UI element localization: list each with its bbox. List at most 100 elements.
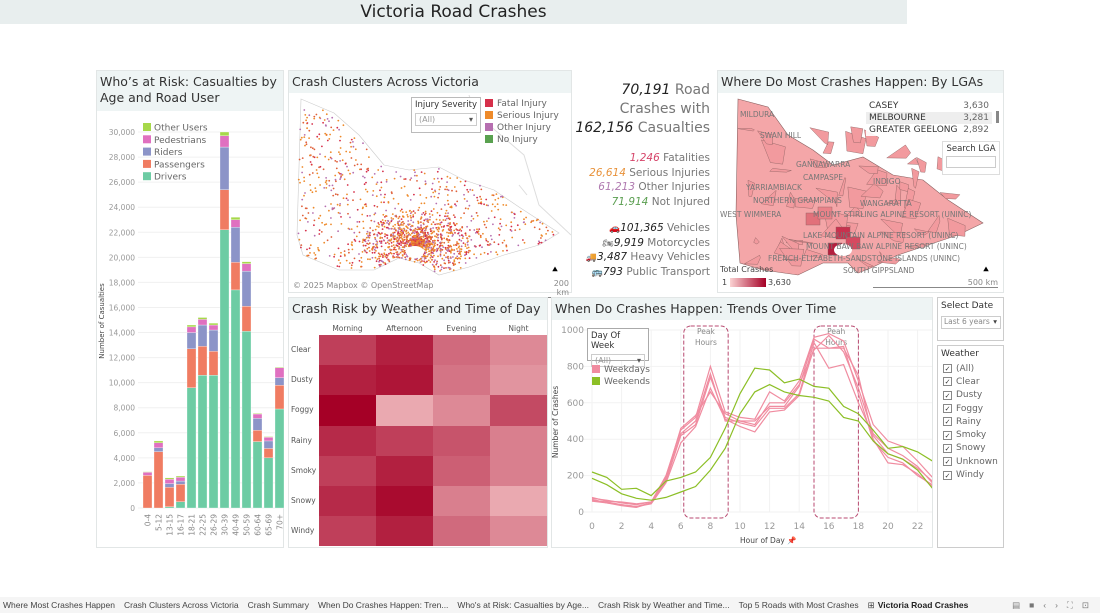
heatmap-cell[interactable] — [319, 486, 376, 517]
crash-point — [383, 201, 385, 204]
checkbox-checked-icon[interactable]: ✓ — [943, 404, 952, 414]
search-lga-input[interactable] — [946, 156, 996, 168]
crash-point — [315, 257, 317, 260]
weather-option[interactable]: ✓ (All) — [943, 362, 1003, 375]
exit-icon[interactable]: ⊡ — [1081, 599, 1089, 610]
crash-point — [465, 251, 468, 253]
crash-point — [342, 197, 345, 200]
heatmap-cell[interactable] — [433, 365, 490, 396]
checkbox-checked-icon[interactable]: ✓ — [943, 457, 952, 467]
lga-row[interactable]: CASEY 3,630 — [866, 100, 992, 112]
crash-point — [339, 135, 342, 138]
legend-item[interactable]: Other Injury — [485, 122, 559, 134]
sheet-tab[interactable]: Crash Clusters Across Victoria — [123, 600, 239, 610]
lga-row[interactable]: GREATER GEELONG 2,892 — [866, 124, 992, 136]
heatmap-cell[interactable] — [490, 455, 547, 486]
injury-severity-dropdown[interactable]: (All) — [415, 113, 477, 126]
heatmap-cell[interactable] — [376, 516, 433, 547]
injury-severity-filter[interactable]: Injury Severity (All) — [411, 97, 481, 133]
heatmap-cell[interactable] — [490, 516, 547, 547]
sheet-tab[interactable]: Who's at Risk: Casualties by Age... — [457, 600, 589, 610]
next-sheet-icon[interactable]: › — [1055, 600, 1058, 610]
heatmap-cell[interactable] — [376, 455, 433, 486]
checkbox-checked-icon[interactable]: ✓ — [943, 390, 952, 400]
sheet-tab[interactable]: Where Most Crashes Happen — [3, 600, 115, 610]
sheet-tab[interactable]: Victoria Road Crashes — [877, 600, 969, 610]
weather-option[interactable]: ✓ Dusty — [943, 389, 1003, 402]
heatmap-cell[interactable] — [490, 486, 547, 517]
fullscreen-icon[interactable]: ⛶ — [1066, 599, 1073, 610]
crash-point — [483, 220, 485, 223]
heatmap-cell[interactable] — [376, 365, 433, 396]
heatmap-cell[interactable] — [319, 425, 376, 456]
heatmap-cell[interactable] — [319, 455, 376, 486]
crash-point — [316, 172, 319, 175]
heatmap-cell[interactable] — [433, 486, 490, 517]
crash-point — [435, 262, 438, 265]
series-line-weekdays — [591, 334, 932, 506]
heatmap-cell[interactable] — [433, 455, 490, 486]
lga-list-scrollbar[interactable] — [996, 111, 999, 123]
weather-option[interactable]: ✓ Smoky — [943, 428, 1003, 441]
heatmap-cell[interactable] — [433, 516, 490, 547]
lga-choropleth-map[interactable]: MILDURA SWAN HILL GANNAWARRA CAMPASPE INDIGO… — [718, 95, 1003, 292]
prev-sheet-icon[interactable]: ‹ — [1043, 600, 1047, 610]
day-of-week-filter[interactable]: Day Of Week (All) — [587, 328, 649, 367]
weather-option[interactable]: ✓ Clear — [943, 375, 1003, 388]
day-of-week-dropdown[interactable]: (All) — [591, 354, 645, 367]
heatmap-cell[interactable] — [433, 425, 490, 456]
checkbox-checked-icon[interactable]: ✓ — [943, 364, 952, 374]
lga-row[interactable]: MELBOURNE 3,281 — [866, 112, 992, 124]
sheet-tab[interactable]: Crash Risk by Weather and Time... — [597, 600, 730, 610]
checkbox-checked-icon[interactable]: ✓ — [943, 417, 952, 427]
crash-point — [485, 226, 488, 229]
weather-option[interactable]: ✓ Foggy — [943, 402, 1003, 415]
sheet-tab[interactable]: When Do Crashes Happen: Tren... — [318, 600, 449, 610]
crash-point — [368, 236, 371, 239]
lga-region — [803, 249, 823, 259]
heatmap-cell[interactable] — [433, 395, 490, 426]
weather-option[interactable]: ✓ Unknown — [943, 455, 1003, 468]
legend-item[interactable]: Fatal Injury — [485, 98, 559, 110]
heatmap-cell[interactable] — [376, 335, 433, 366]
weather-option[interactable]: ✓ Snowy — [943, 442, 1003, 455]
heatmap-cell[interactable] — [490, 395, 547, 426]
crash-point — [360, 163, 363, 166]
y-tick-label: 0 — [130, 504, 135, 513]
legend-item[interactable]: Serious Injury — [485, 110, 559, 122]
heatmap-cell[interactable] — [319, 516, 376, 547]
checkbox-checked-icon[interactable]: ✓ — [943, 430, 952, 440]
heatmap-cell[interactable] — [319, 395, 376, 426]
crash-point — [428, 213, 431, 215]
sheet-tab[interactable]: Crash Summary — [247, 600, 310, 610]
heatmap-cell[interactable] — [490, 335, 547, 366]
heatmap-cell[interactable] — [490, 365, 547, 396]
heatmap-cell[interactable] — [319, 335, 376, 366]
select-date-dropdown[interactable]: Last 6 years ▾ — [941, 316, 1001, 329]
heatmap-cell[interactable] — [490, 425, 547, 456]
weather-option[interactable]: ✓ Windy — [943, 468, 1003, 481]
crash-point — [429, 216, 431, 218]
filmstrip-icon[interactable]: ■ — [1029, 600, 1035, 610]
crash-cluster-map[interactable]: ⯅ — [289, 95, 571, 292]
crash-point — [392, 255, 394, 257]
crash-point — [326, 118, 329, 120]
crash-point — [426, 219, 429, 222]
crash-point — [323, 187, 326, 189]
crash-point — [345, 197, 348, 200]
sheet-tab[interactable]: Top 5 Roads with Most Crashes — [738, 600, 859, 610]
checkbox-checked-icon[interactable]: ✓ — [943, 470, 952, 480]
weather-time-title: Crash Risk by Weather and Time of Day — [289, 298, 547, 320]
heatmap-cell[interactable] — [376, 395, 433, 426]
checkbox-checked-icon[interactable]: ✓ — [943, 377, 952, 387]
crash-point — [347, 169, 350, 172]
weather-option[interactable]: ✓ Rainy — [943, 415, 1003, 428]
heatmap-cell[interactable] — [433, 335, 490, 366]
heatmap-cell[interactable] — [376, 486, 433, 517]
heatmap-cell[interactable] — [376, 425, 433, 456]
checkbox-checked-icon[interactable]: ✓ — [943, 443, 952, 453]
grid-view-icon[interactable]: ▤ — [1012, 599, 1021, 610]
lga-top-list[interactable]: CASEY 3,630 MELBOURNE 3,281 GREATER GEELONG 2… — [866, 100, 992, 136]
legend-item[interactable]: No Injury — [485, 134, 559, 146]
heatmap-cell[interactable] — [319, 365, 376, 396]
